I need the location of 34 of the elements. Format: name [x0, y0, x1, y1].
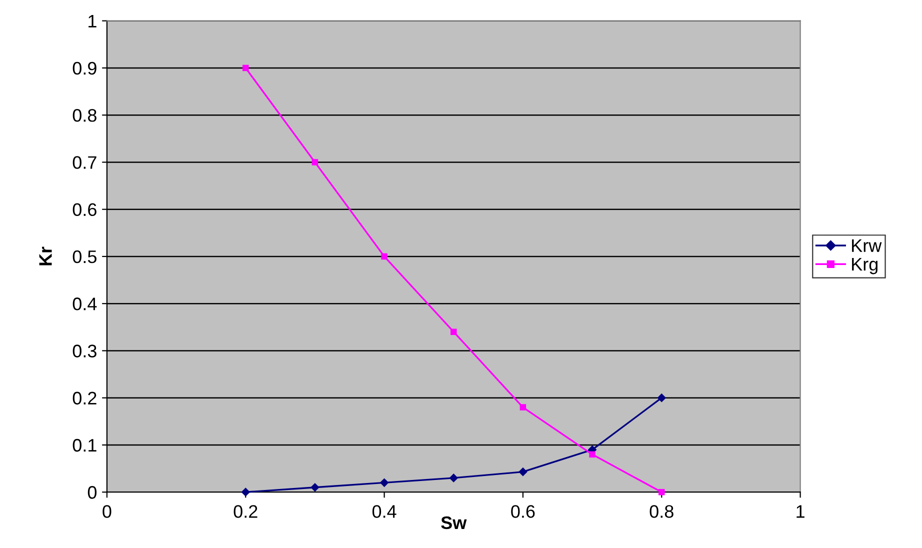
- point: [449, 474, 458, 482]
- y-tick-label: 0.2: [72, 392, 96, 405]
- x-tick-label: 1: [796, 505, 804, 518]
- point: [657, 393, 666, 402]
- point: [450, 328, 457, 335]
- point: [242, 64, 249, 72]
- y-tick-label: 0.3: [72, 344, 96, 358]
- y-tick-label: 0: [88, 486, 97, 499]
- x-axis-title: Sw: [441, 516, 467, 530]
- point: [520, 404, 526, 410]
- y-tick-label: 0.6: [72, 203, 96, 216]
- point: [312, 159, 318, 166]
- x-tick-label: 0.6: [511, 505, 535, 518]
- y-tick-label: 0.1: [72, 438, 96, 452]
- legend-label: Krw: [852, 239, 882, 252]
- legend-label: Krg: [852, 258, 878, 274]
- x-tick-label: 0.4: [372, 505, 396, 518]
- point: [310, 482, 320, 492]
- point: [518, 467, 528, 476]
- y-tick-label: 1: [88, 14, 96, 28]
- y-tick-label: 0.8: [72, 109, 96, 122]
- point: [381, 253, 388, 260]
- point: [589, 451, 596, 458]
- point: [241, 488, 250, 497]
- y-tick-label: 0.9: [72, 62, 96, 75]
- x-tick-label: 0: [102, 505, 112, 518]
- y-tick-label: 0.4: [72, 298, 97, 310]
- y-tick-label: 0.7: [72, 156, 96, 169]
- x-tick-label: 0.8: [650, 505, 674, 518]
- point: [380, 478, 389, 488]
- y-tick-label: 0.5: [72, 250, 96, 264]
- point: [658, 488, 665, 496]
- x-tick-label: 0.2: [234, 505, 258, 518]
- y-axis-title: Kr: [39, 246, 52, 266]
